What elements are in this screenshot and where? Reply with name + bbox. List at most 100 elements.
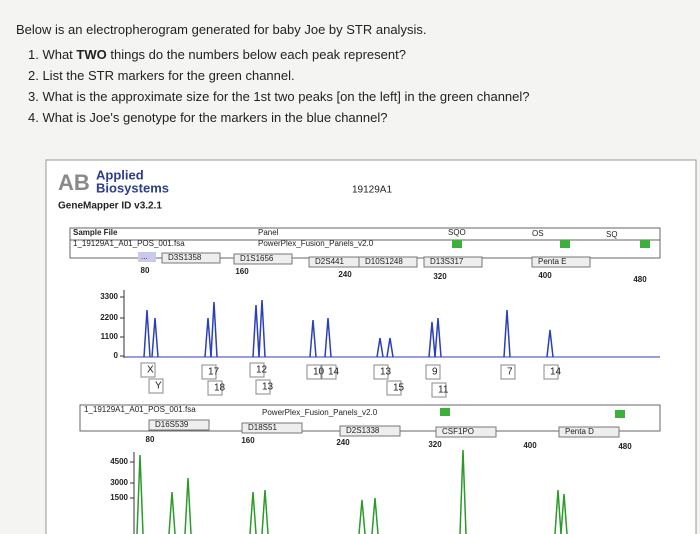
size-tick-label: 320 xyxy=(428,440,442,449)
status-box xyxy=(615,410,625,418)
allele-box xyxy=(425,364,441,380)
panel-name: PowerPlex_Fusion_Panels_v2.0 xyxy=(262,408,378,417)
peak xyxy=(184,477,192,534)
allele-box xyxy=(148,378,164,394)
run-id: 19129A1 xyxy=(352,185,392,196)
marker-box xyxy=(423,256,483,268)
question: 4. What is Joe's genotype for the marker… xyxy=(28,110,388,125)
marker-label: D13S317 xyxy=(430,257,464,266)
size-tick-label: 80 xyxy=(146,435,155,444)
peak xyxy=(459,449,467,534)
allele-label: 9 xyxy=(432,367,438,378)
panel-name: PowerPlex_Fusion_Panels_v2.0 xyxy=(258,239,374,248)
peak xyxy=(428,321,436,358)
allele-box xyxy=(306,364,322,380)
marker-box xyxy=(339,425,401,437)
peak xyxy=(358,499,366,534)
peak xyxy=(258,299,266,358)
highlight-box xyxy=(138,252,156,262)
logo-text: Applied xyxy=(96,167,144,182)
rfu-tick-label: 3300 xyxy=(100,292,118,301)
question-emphasis: TWO xyxy=(76,47,107,62)
allele-label: 17 xyxy=(208,367,220,378)
peak xyxy=(554,489,562,534)
peak xyxy=(143,309,151,358)
rfu-tick-label: 3000 xyxy=(110,478,128,487)
allele-label: 13 xyxy=(262,382,274,393)
peak xyxy=(560,493,568,534)
marker-label: D10S1248 xyxy=(365,257,403,266)
marker-label: D16S539 xyxy=(155,420,189,429)
marker-box xyxy=(233,253,293,265)
marker-box xyxy=(435,426,497,438)
allele-label: 12 xyxy=(256,365,268,376)
sample-file: 1_19129A1_A01_POS_001.fsa xyxy=(84,405,196,414)
marker-box xyxy=(241,422,303,434)
question: 1. What TWO things do the numbers below … xyxy=(28,44,530,65)
status-box xyxy=(560,240,570,248)
peak xyxy=(204,317,212,358)
allele-box xyxy=(249,362,265,378)
peak xyxy=(376,337,384,358)
size-tick-label: 400 xyxy=(523,441,537,450)
allele-label: 14 xyxy=(550,367,562,378)
intro: Below is an electropherogram generated f… xyxy=(16,22,427,37)
peak xyxy=(151,317,159,358)
size-tick-label: 400 xyxy=(538,271,552,280)
peak xyxy=(371,497,379,534)
peak xyxy=(386,337,394,358)
allele-box xyxy=(431,382,447,398)
figure-frame xyxy=(45,159,697,534)
software: GeneMapper ID v3.2.1 xyxy=(58,201,162,212)
allele-label: X xyxy=(147,365,154,376)
allele-box xyxy=(255,379,271,395)
marker-box xyxy=(161,252,221,264)
logo-mark: AB xyxy=(58,170,90,195)
allele-box xyxy=(500,364,516,380)
question-list: 1. What TWO things do the numbers below … xyxy=(28,44,530,128)
marker-label: D1S1656 xyxy=(240,254,274,263)
marker-label: CSF1PO xyxy=(442,427,474,436)
marker-box xyxy=(531,256,591,268)
label: OS xyxy=(532,229,544,238)
rfu-tick-label: 1500 xyxy=(110,493,128,502)
size-tick-label: 240 xyxy=(336,438,350,447)
peak xyxy=(309,319,317,358)
rfu-tick-label: 1100 xyxy=(101,332,119,341)
status-box xyxy=(440,408,450,416)
marker-label: Penta D xyxy=(565,427,594,436)
size-tick-label: 480 xyxy=(618,442,632,451)
size-tick-label: 320 xyxy=(433,272,447,281)
peak xyxy=(434,317,442,358)
size-tick-label: 160 xyxy=(235,267,249,276)
peak xyxy=(546,329,554,358)
size-tick-label: 80 xyxy=(141,266,150,275)
marker-label: Penta E xyxy=(538,257,566,266)
marker-label: D18S51 xyxy=(248,423,277,432)
size-tick-label: 160 xyxy=(241,436,255,445)
question-text: 1. What xyxy=(28,47,77,62)
marker-box xyxy=(148,419,210,431)
peak xyxy=(503,309,511,358)
rfu-tick-label: 0 xyxy=(114,351,119,360)
highlight: ... xyxy=(141,252,148,261)
allele-box xyxy=(201,364,217,380)
peak xyxy=(136,454,144,534)
peak xyxy=(210,301,218,358)
allele-label: 13 xyxy=(380,367,392,378)
allele-box xyxy=(207,380,223,396)
allele-label: 11 xyxy=(438,385,449,396)
label: Panel xyxy=(258,228,279,237)
allele-label: Y xyxy=(155,381,162,392)
marker-label: D3S1358 xyxy=(168,253,202,262)
peak xyxy=(324,317,332,358)
allele-box xyxy=(386,380,402,396)
allele-label: 18 xyxy=(214,383,226,394)
marker-label: D2S441 xyxy=(315,257,344,266)
size-tick-label: 480 xyxy=(633,275,647,284)
marker-label: D2S1338 xyxy=(346,426,380,435)
peak xyxy=(252,304,260,358)
allele-label: 7 xyxy=(507,367,513,378)
label: Sample File xyxy=(73,228,118,237)
